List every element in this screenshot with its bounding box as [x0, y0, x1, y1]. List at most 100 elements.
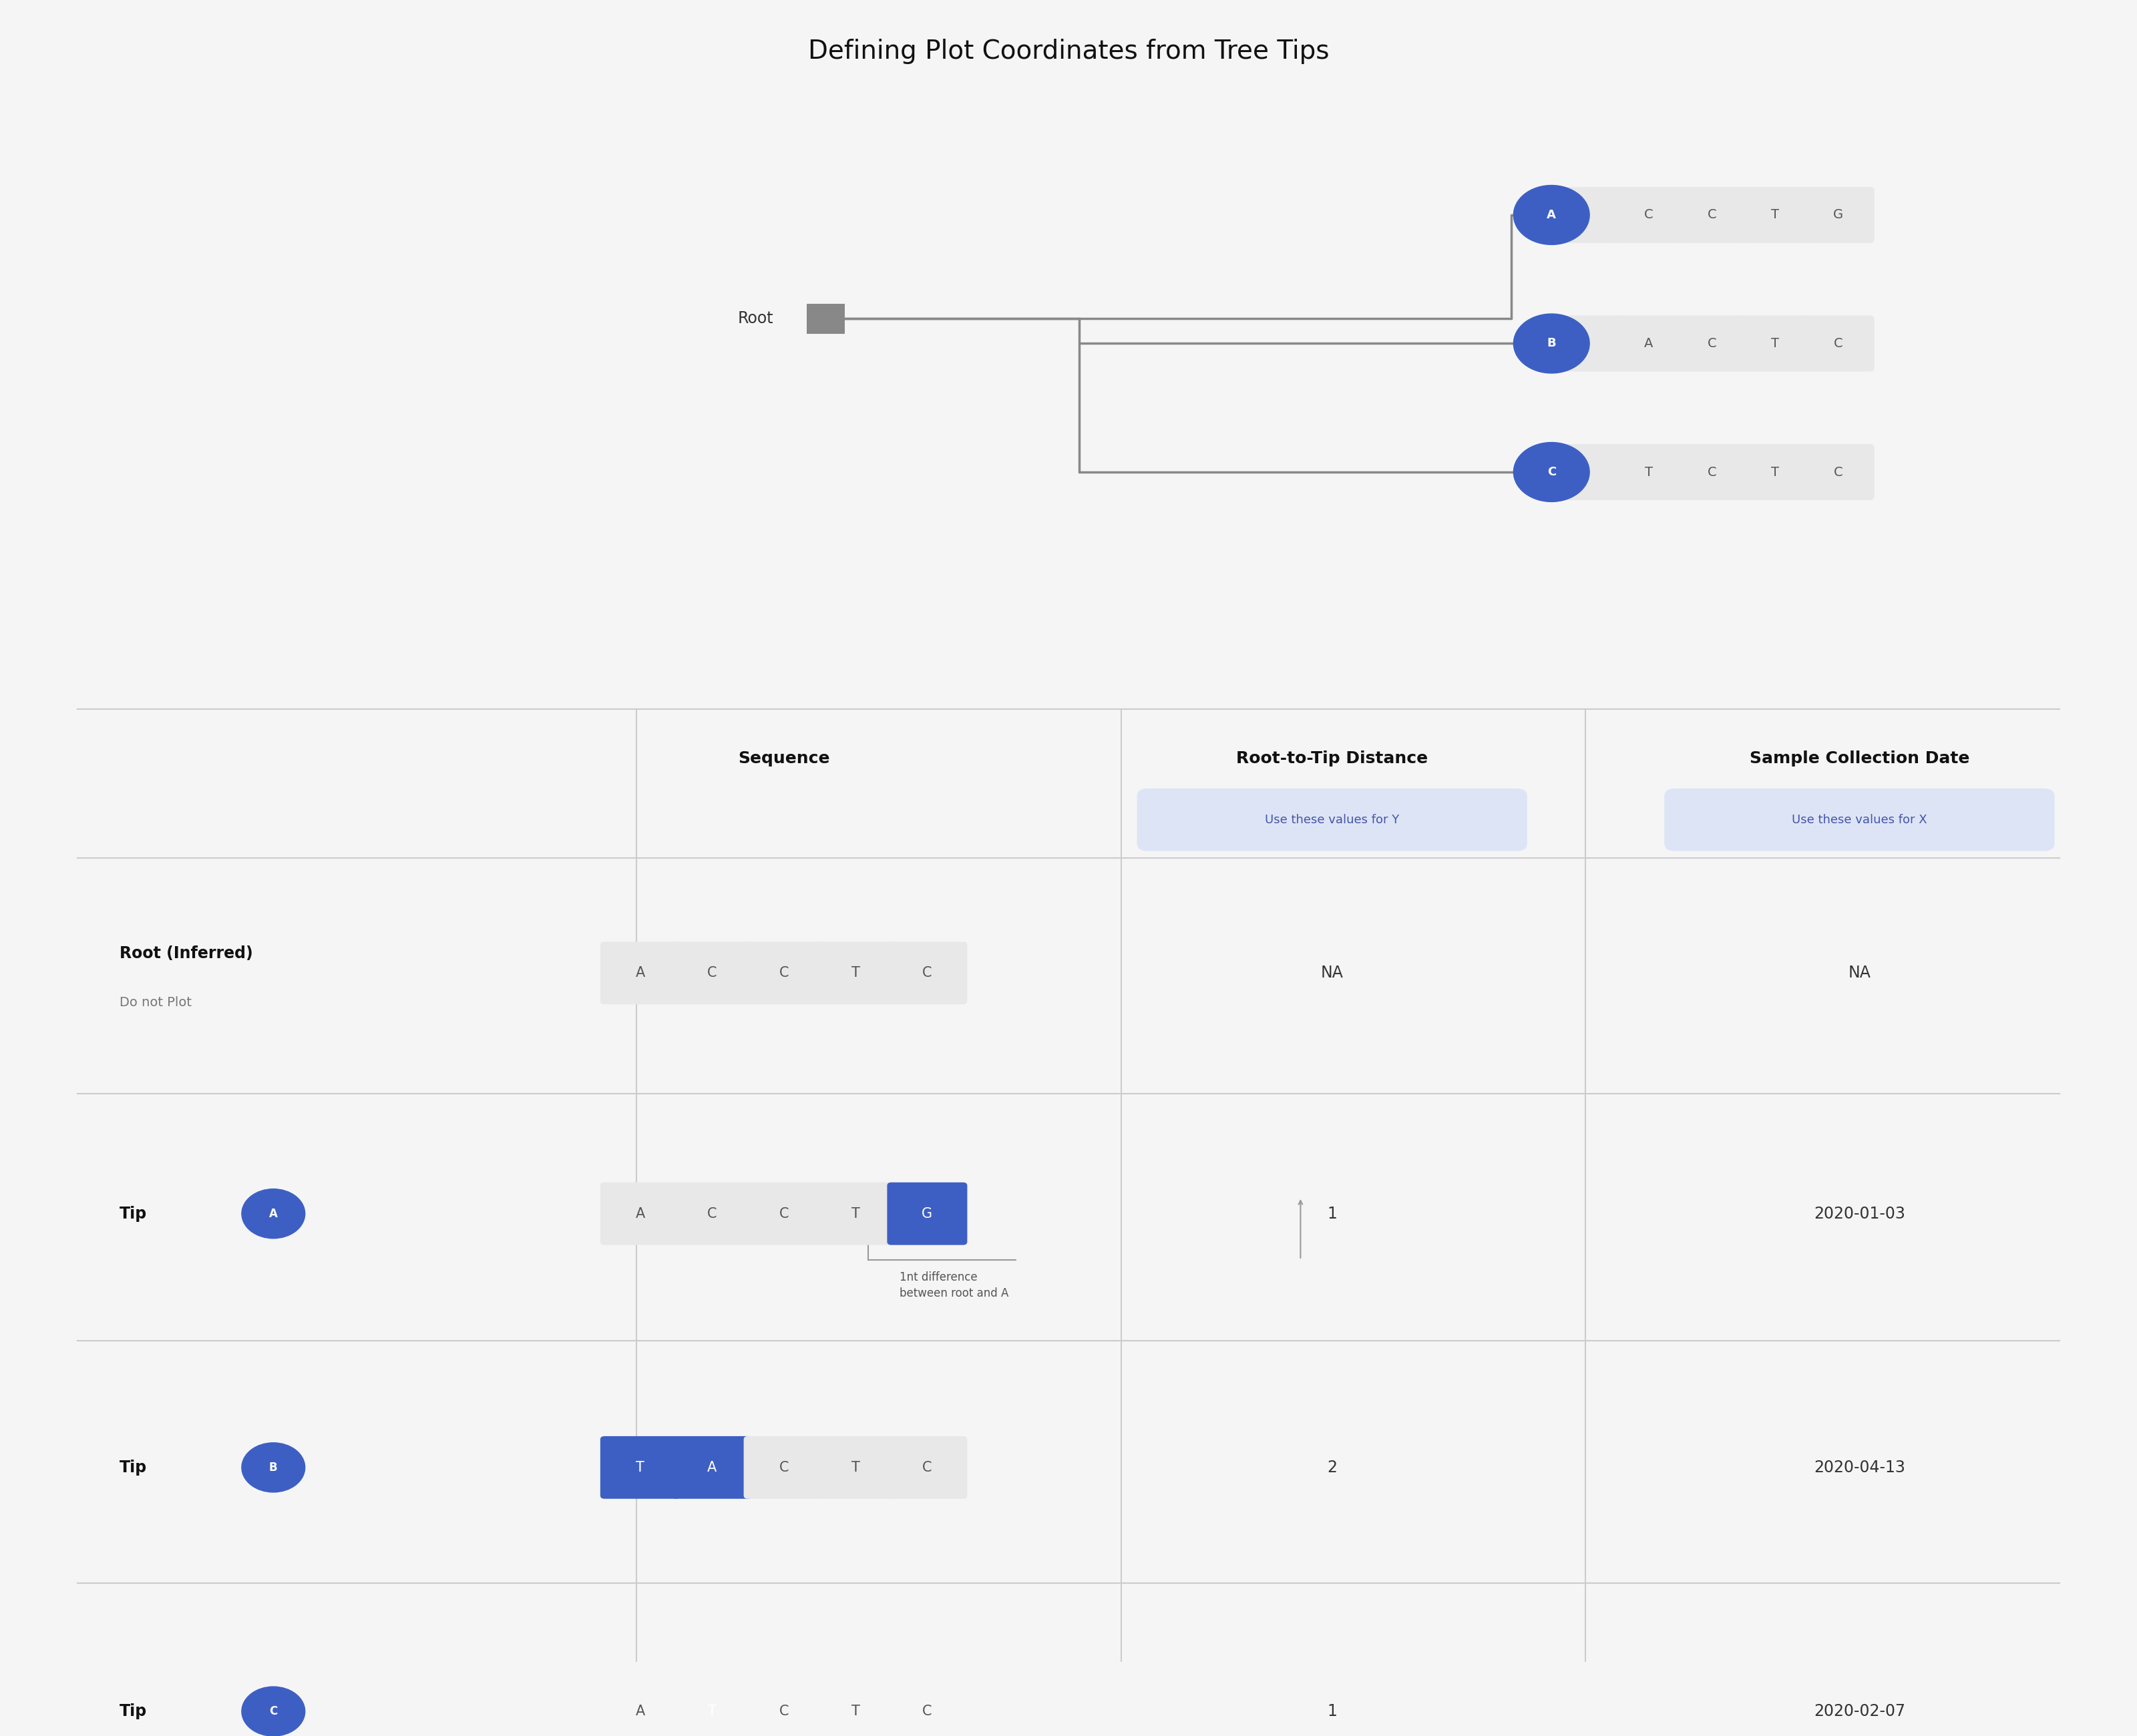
FancyBboxPatch shape [1549, 316, 1622, 372]
Text: Sequence: Sequence [737, 750, 829, 767]
Text: B: B [1547, 337, 1556, 349]
Text: 2: 2 [1327, 1460, 1338, 1476]
Text: C: C [1834, 337, 1842, 351]
FancyBboxPatch shape [671, 1436, 752, 1498]
FancyBboxPatch shape [1137, 788, 1528, 851]
Text: C: C [1834, 465, 1842, 479]
FancyBboxPatch shape [1675, 444, 1748, 500]
FancyBboxPatch shape [1665, 788, 2054, 851]
Text: C: C [923, 1705, 932, 1719]
Text: C: C [1707, 208, 1716, 220]
Text: T: T [851, 967, 859, 979]
Text: Root-to-Tip Distance: Root-to-Tip Distance [1237, 750, 1428, 767]
FancyBboxPatch shape [600, 941, 680, 1005]
Circle shape [241, 1443, 306, 1493]
Text: 1: 1 [1327, 1703, 1338, 1719]
FancyBboxPatch shape [1801, 444, 1874, 500]
FancyBboxPatch shape [1801, 187, 1874, 243]
Text: C: C [1707, 337, 1716, 351]
Text: Tip: Tip [120, 1460, 147, 1476]
FancyBboxPatch shape [816, 1436, 895, 1498]
Text: T: T [1581, 337, 1590, 351]
FancyBboxPatch shape [600, 1680, 680, 1736]
FancyBboxPatch shape [1613, 316, 1684, 372]
Text: A: A [635, 1705, 645, 1719]
Text: Root (Inferred): Root (Inferred) [120, 946, 252, 962]
Text: C: C [923, 1460, 932, 1474]
Text: Use these values for X: Use these values for X [1791, 814, 1928, 826]
Text: T: T [851, 1705, 859, 1719]
FancyBboxPatch shape [671, 941, 752, 1005]
Text: A: A [1581, 465, 1590, 479]
FancyBboxPatch shape [808, 304, 844, 333]
FancyBboxPatch shape [1613, 444, 1684, 500]
Text: G: G [1834, 208, 1844, 220]
Text: C: C [707, 1207, 716, 1220]
Text: 1nt difference
between root and A: 1nt difference between root and A [900, 1271, 1009, 1299]
FancyBboxPatch shape [1675, 316, 1748, 372]
Text: Do not Plot: Do not Plot [120, 996, 192, 1009]
FancyBboxPatch shape [816, 941, 895, 1005]
Text: B: B [269, 1462, 278, 1474]
Text: A: A [707, 1460, 716, 1474]
Text: Root: Root [737, 311, 774, 326]
FancyBboxPatch shape [1675, 187, 1748, 243]
FancyBboxPatch shape [1549, 444, 1622, 500]
Text: C: C [1547, 465, 1556, 477]
FancyBboxPatch shape [1740, 444, 1810, 500]
Text: A: A [1581, 208, 1590, 220]
FancyBboxPatch shape [887, 941, 968, 1005]
Text: G: G [921, 1207, 932, 1220]
Text: A: A [1643, 337, 1654, 351]
Text: Defining Plot Coordinates from Tree Tips: Defining Plot Coordinates from Tree Tips [808, 38, 1329, 64]
Text: T: T [851, 1207, 859, 1220]
FancyBboxPatch shape [744, 1680, 825, 1736]
Text: A: A [635, 1207, 645, 1220]
Text: 2020-01-03: 2020-01-03 [1814, 1207, 1906, 1222]
Text: T: T [637, 1460, 645, 1474]
FancyBboxPatch shape [816, 1182, 895, 1245]
FancyBboxPatch shape [671, 1680, 752, 1736]
Text: NA: NA [1321, 965, 1344, 981]
FancyBboxPatch shape [1549, 187, 1622, 243]
Text: Tip: Tip [120, 1703, 147, 1719]
Circle shape [241, 1189, 306, 1238]
FancyBboxPatch shape [600, 1182, 680, 1245]
Text: T: T [1645, 465, 1652, 479]
FancyBboxPatch shape [887, 1680, 968, 1736]
Circle shape [1513, 314, 1590, 373]
Text: T: T [707, 1705, 716, 1719]
Text: T: T [1772, 337, 1780, 351]
FancyBboxPatch shape [1613, 187, 1684, 243]
Text: C: C [269, 1705, 278, 1717]
Text: 2020-02-07: 2020-02-07 [1814, 1703, 1906, 1719]
Circle shape [1513, 443, 1590, 502]
Text: 1: 1 [1327, 1207, 1338, 1222]
Text: C: C [707, 967, 716, 979]
FancyBboxPatch shape [744, 941, 825, 1005]
Text: A: A [269, 1208, 278, 1220]
FancyBboxPatch shape [600, 1436, 680, 1498]
Text: C: C [1643, 208, 1654, 220]
Circle shape [1513, 186, 1590, 245]
FancyBboxPatch shape [671, 1182, 752, 1245]
Text: A: A [635, 967, 645, 979]
Text: C: C [1707, 465, 1716, 479]
Text: T: T [1772, 465, 1780, 479]
FancyBboxPatch shape [744, 1182, 825, 1245]
FancyBboxPatch shape [744, 1436, 825, 1498]
FancyBboxPatch shape [1740, 187, 1810, 243]
Text: C: C [778, 967, 789, 979]
Text: C: C [778, 1705, 789, 1719]
FancyBboxPatch shape [816, 1680, 895, 1736]
Circle shape [241, 1687, 306, 1736]
Text: C: C [778, 1460, 789, 1474]
Text: T: T [1772, 208, 1780, 220]
Text: Sample Collection Date: Sample Collection Date [1750, 750, 1970, 767]
FancyBboxPatch shape [887, 1436, 968, 1498]
Text: Tip: Tip [120, 1207, 147, 1222]
Text: Use these values for Y: Use these values for Y [1265, 814, 1400, 826]
FancyBboxPatch shape [1740, 316, 1810, 372]
FancyBboxPatch shape [887, 1182, 968, 1245]
Text: C: C [923, 967, 932, 979]
